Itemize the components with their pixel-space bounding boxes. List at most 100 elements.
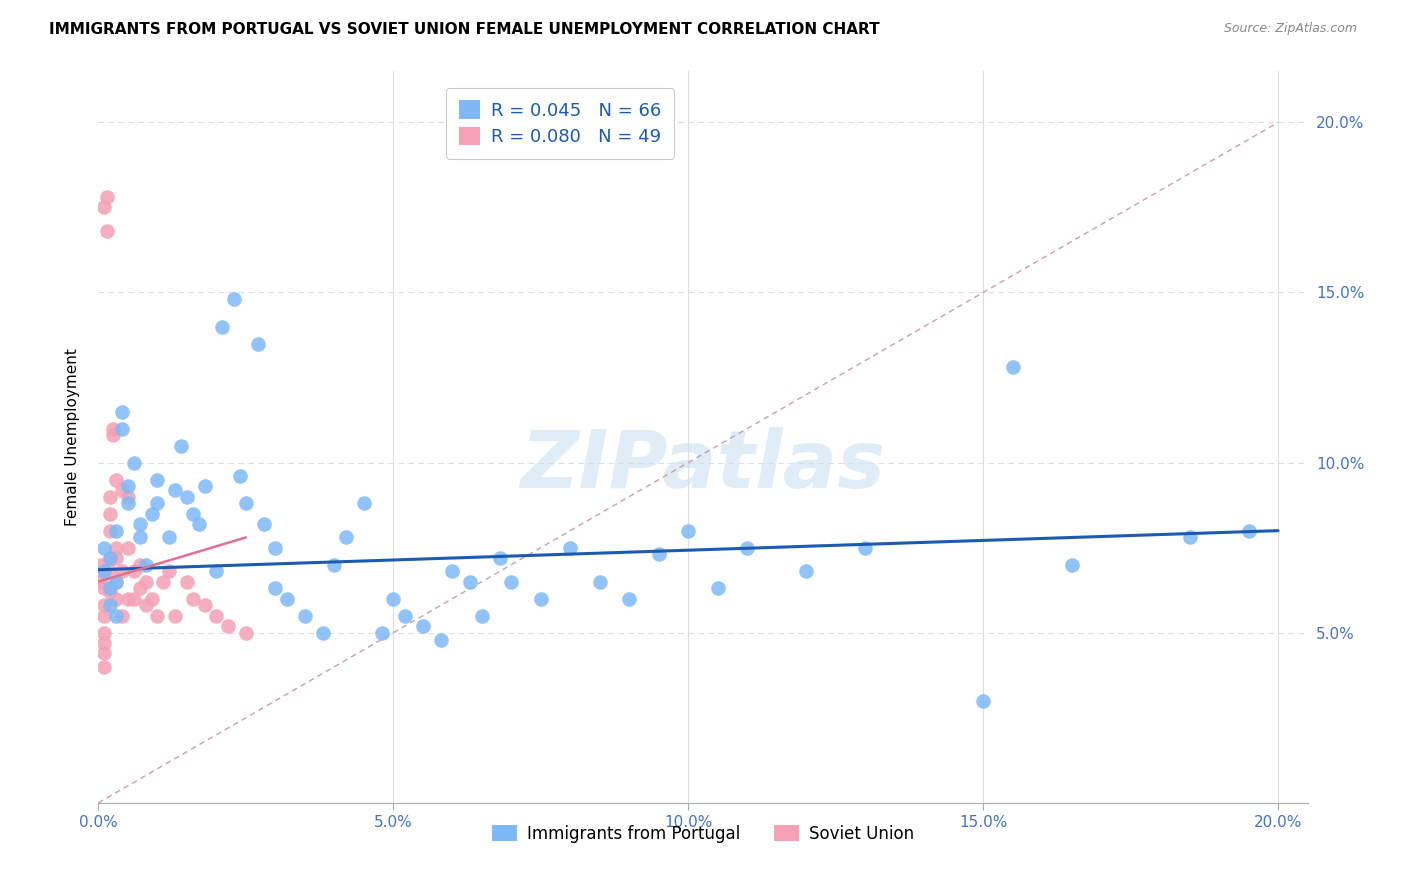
Point bbox=[135, 574, 157, 589]
Point bbox=[105, 473, 128, 487]
Point bbox=[128, 582, 150, 596]
Point bbox=[1060, 558, 1083, 572]
Point bbox=[101, 428, 124, 442]
Point bbox=[648, 548, 671, 562]
Point bbox=[98, 550, 121, 565]
Point bbox=[122, 565, 145, 579]
Point bbox=[246, 336, 269, 351]
Point bbox=[157, 531, 180, 545]
Point bbox=[93, 646, 115, 660]
Point bbox=[128, 531, 150, 545]
Point bbox=[96, 224, 118, 238]
Point bbox=[530, 591, 553, 606]
Point bbox=[111, 565, 134, 579]
Point bbox=[135, 599, 157, 613]
Point bbox=[93, 659, 115, 673]
Point bbox=[101, 421, 124, 435]
Point bbox=[93, 565, 115, 579]
Point bbox=[105, 608, 128, 623]
Point bbox=[678, 524, 700, 538]
Y-axis label: Female Unemployment: Female Unemployment bbox=[65, 348, 80, 526]
Point bbox=[353, 496, 375, 510]
Point bbox=[117, 591, 139, 606]
Point bbox=[135, 558, 157, 572]
Point bbox=[589, 574, 612, 589]
Point bbox=[252, 516, 274, 531]
Point bbox=[122, 591, 145, 606]
Point bbox=[382, 591, 405, 606]
Point bbox=[93, 565, 115, 579]
Point bbox=[264, 582, 287, 596]
Point bbox=[128, 558, 150, 572]
Point bbox=[194, 479, 217, 493]
Point bbox=[146, 496, 169, 510]
Point bbox=[217, 619, 239, 633]
Point bbox=[141, 507, 163, 521]
Text: Source: ZipAtlas.com: Source: ZipAtlas.com bbox=[1223, 22, 1357, 36]
Point bbox=[105, 591, 128, 606]
Point bbox=[93, 582, 115, 596]
Point bbox=[98, 524, 121, 538]
Point bbox=[117, 496, 139, 510]
Point bbox=[264, 541, 287, 555]
Legend: Immigrants from Portugal, Soviet Union: Immigrants from Portugal, Soviet Union bbox=[485, 818, 921, 849]
Point bbox=[560, 541, 582, 555]
Text: IMMIGRANTS FROM PORTUGAL VS SOVIET UNION FEMALE UNEMPLOYMENT CORRELATION CHART: IMMIGRANTS FROM PORTUGAL VS SOVIET UNION… bbox=[49, 22, 880, 37]
Point bbox=[735, 541, 758, 555]
Point bbox=[619, 591, 641, 606]
Point bbox=[98, 599, 121, 613]
Point bbox=[323, 558, 346, 572]
Point bbox=[93, 541, 115, 555]
Point bbox=[93, 608, 115, 623]
Point bbox=[853, 541, 876, 555]
Point bbox=[394, 608, 416, 623]
Point bbox=[194, 599, 217, 613]
Point bbox=[146, 473, 169, 487]
Point bbox=[105, 574, 128, 589]
Point bbox=[98, 550, 121, 565]
Text: ZIPatlas: ZIPatlas bbox=[520, 427, 886, 506]
Point bbox=[152, 574, 174, 589]
Point bbox=[117, 541, 139, 555]
Point bbox=[471, 608, 494, 623]
Point bbox=[706, 582, 728, 596]
Point bbox=[501, 574, 523, 589]
Point bbox=[1178, 531, 1201, 545]
Point bbox=[229, 469, 252, 483]
Point bbox=[93, 599, 115, 613]
Point bbox=[429, 632, 451, 647]
Point bbox=[93, 625, 115, 640]
Point bbox=[222, 293, 245, 307]
Point bbox=[117, 490, 139, 504]
Point bbox=[205, 565, 228, 579]
Point bbox=[335, 531, 357, 545]
Point bbox=[794, 565, 817, 579]
Point bbox=[111, 483, 134, 497]
Point bbox=[412, 619, 434, 633]
Point bbox=[211, 319, 233, 334]
Point bbox=[111, 421, 134, 435]
Point bbox=[93, 636, 115, 650]
Point bbox=[165, 483, 187, 497]
Point bbox=[128, 516, 150, 531]
Point bbox=[98, 490, 121, 504]
Point bbox=[170, 439, 193, 453]
Point bbox=[117, 479, 139, 493]
Point bbox=[176, 490, 198, 504]
Point bbox=[105, 541, 128, 555]
Point bbox=[165, 608, 187, 623]
Point bbox=[105, 524, 128, 538]
Point bbox=[235, 496, 257, 510]
Point bbox=[1001, 360, 1024, 375]
Point bbox=[458, 574, 481, 589]
Point bbox=[235, 625, 257, 640]
Point bbox=[111, 404, 134, 418]
Point bbox=[972, 694, 994, 708]
Point bbox=[98, 565, 121, 579]
Point bbox=[157, 565, 180, 579]
Point bbox=[488, 550, 510, 565]
Point bbox=[98, 585, 121, 599]
Point bbox=[146, 608, 169, 623]
Point bbox=[276, 591, 298, 606]
Point bbox=[105, 574, 128, 589]
